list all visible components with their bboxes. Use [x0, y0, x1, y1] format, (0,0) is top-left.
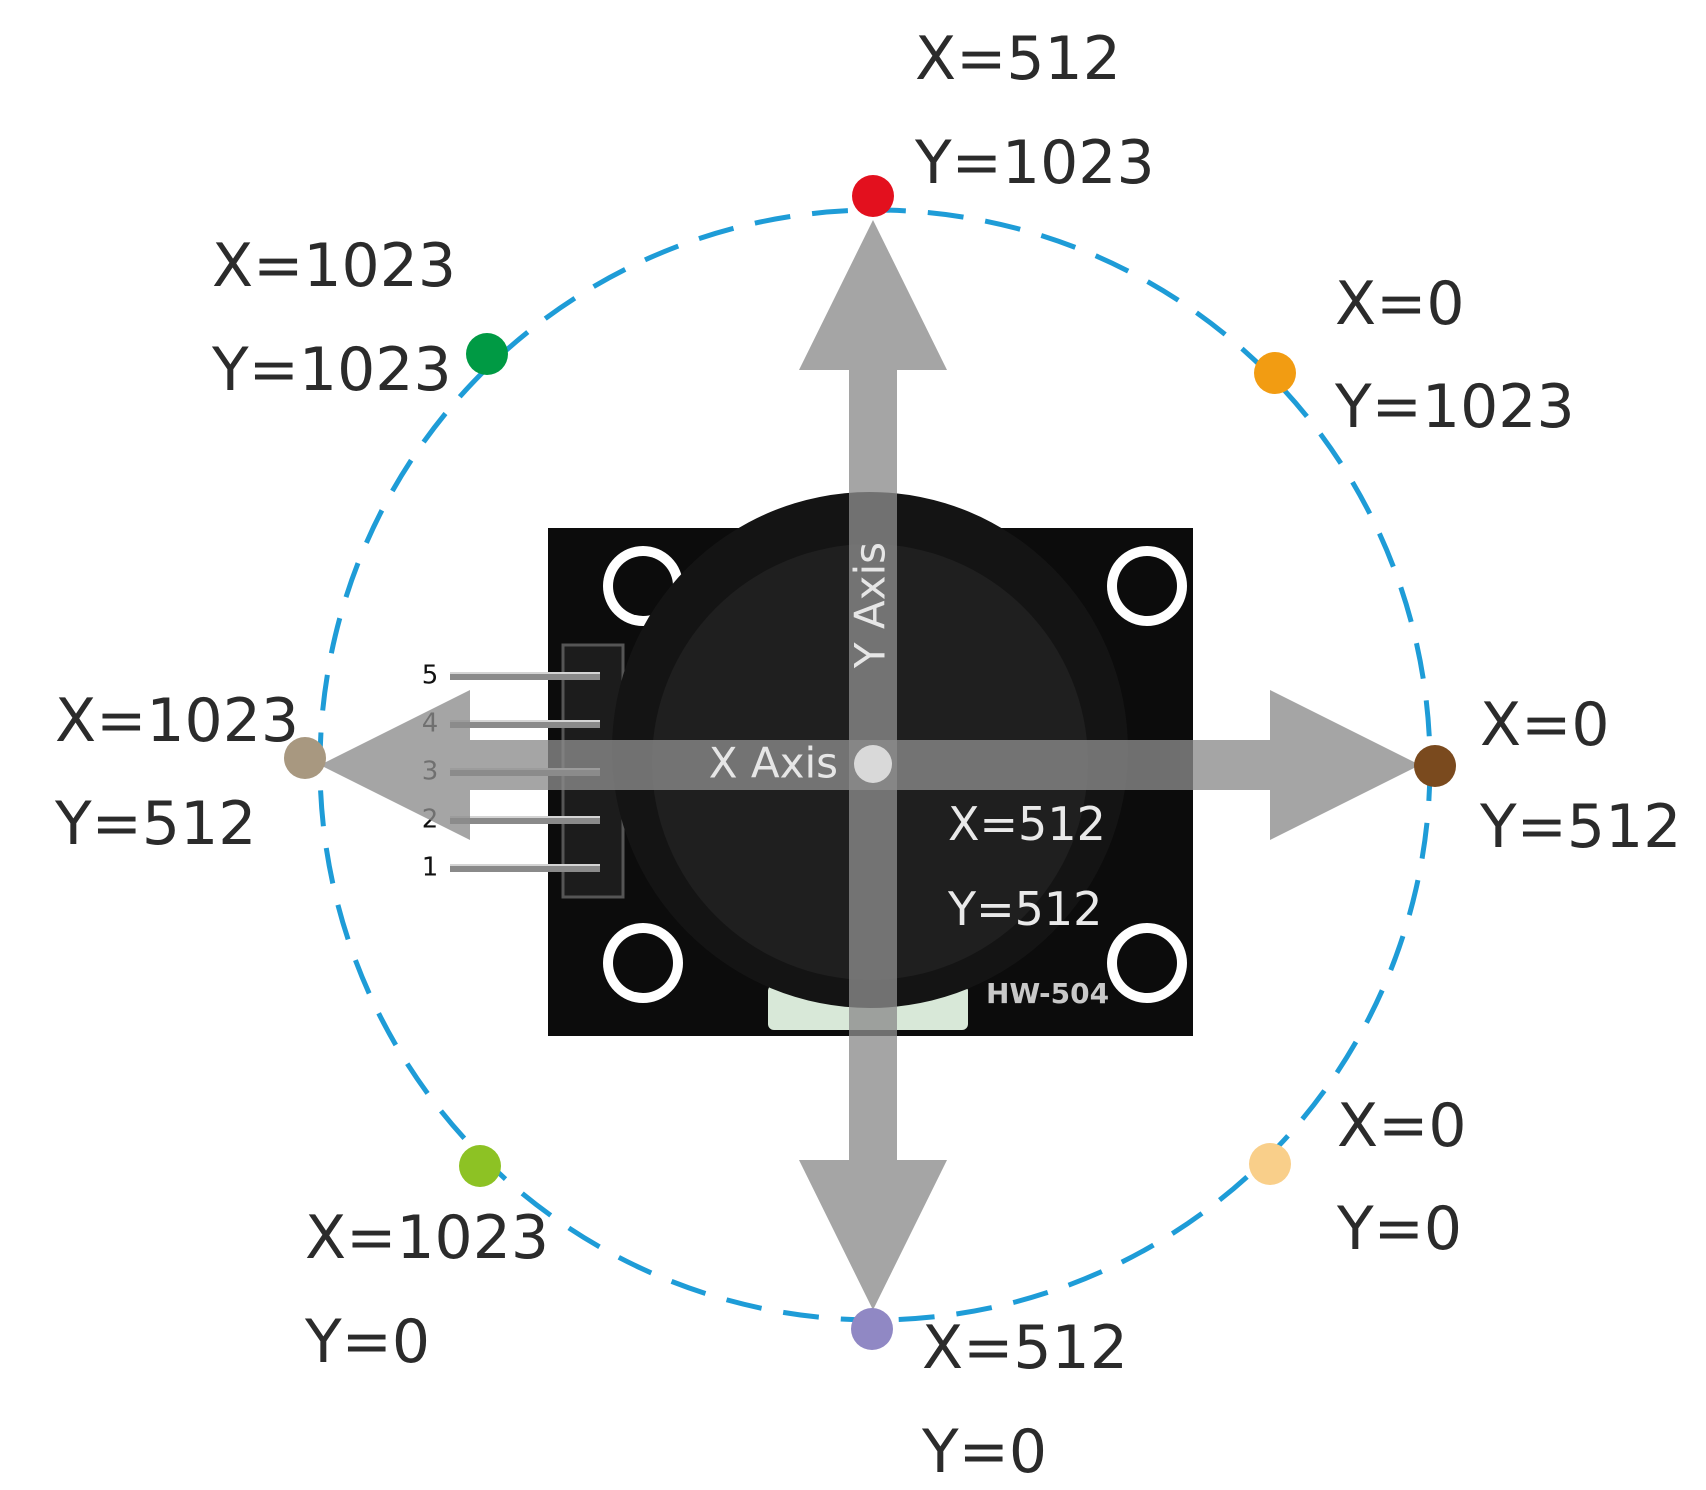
dot-right	[1414, 745, 1456, 787]
mounting-hole-top-right	[1107, 546, 1187, 626]
pin-5	[450, 672, 600, 680]
down-right-y-value: Y=0	[1336, 1194, 1462, 1264]
model-label: HW-504	[986, 977, 1109, 1010]
pin-number-5: 5	[422, 661, 439, 691]
up-left-x-value: X=1023	[212, 231, 456, 301]
mounting-hole-bottom-right	[1107, 923, 1187, 1003]
center-dot	[854, 745, 892, 783]
down-left-x-value: X=1023	[305, 1203, 549, 1273]
dot-down-right	[1249, 1143, 1291, 1185]
pin-2	[450, 816, 600, 824]
y-axis-label: Y Axis	[846, 542, 895, 669]
dot-left	[284, 737, 326, 779]
left-y-value: Y=512	[54, 789, 256, 859]
dot-up-right	[1254, 352, 1296, 394]
position-dots	[284, 175, 1456, 1350]
down-left-y-value: Y=0	[304, 1307, 430, 1377]
down-right-x-value: X=0	[1337, 1091, 1467, 1161]
center-x-value: X=512	[948, 797, 1106, 851]
pin-1	[450, 864, 600, 872]
down-x-value: X=512	[922, 1313, 1128, 1383]
up-x-value: X=512	[915, 24, 1121, 94]
up-right-x-value: X=0	[1335, 269, 1465, 339]
mounting-hole-bottom-left	[603, 923, 683, 1003]
center-y-value: Y=512	[947, 882, 1102, 936]
pin-number-1: 1	[422, 853, 439, 883]
right-x-value: X=0	[1480, 690, 1610, 760]
dot-down-left	[459, 1145, 501, 1187]
right-y-value: Y=512	[1479, 792, 1681, 862]
left-x-value: X=1023	[55, 686, 299, 756]
dot-up	[852, 175, 894, 217]
dot-up-left	[466, 333, 508, 375]
down-y-value: Y=0	[921, 1417, 1047, 1487]
up-y-value: Y=1023	[914, 128, 1155, 198]
up-left-y-value: Y=1023	[211, 335, 452, 405]
dot-down	[851, 1308, 893, 1350]
x-axis-label: X Axis	[709, 739, 838, 788]
pin-4	[450, 720, 600, 728]
up-right-y-value: Y=1023	[1334, 372, 1575, 442]
